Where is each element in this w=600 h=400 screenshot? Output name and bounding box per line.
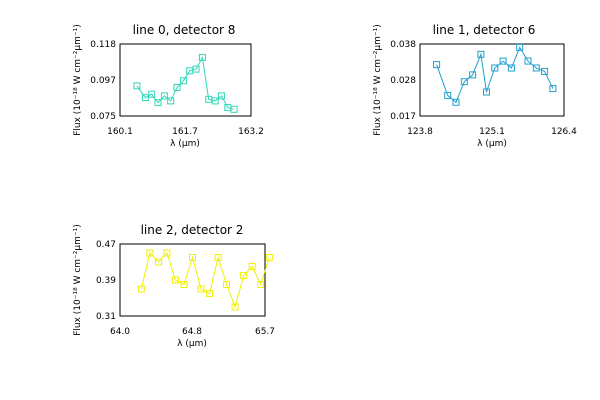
panel-0-ytick-2: 0.118 — [90, 40, 116, 50]
panel-0-data-point — [230, 105, 238, 113]
panel-1-data-point — [524, 57, 532, 65]
panel-2-data-point — [223, 281, 231, 288]
panel-2-data-point — [248, 263, 256, 270]
panel-0-data-point — [211, 97, 219, 105]
panel-1-data-point — [499, 57, 507, 65]
panel-1-data-point — [469, 71, 477, 79]
panel-2-data-point — [197, 285, 205, 293]
panel-0-data-point — [173, 84, 181, 91]
panel-2-title: line 2, detector 2 — [141, 223, 244, 237]
panel-0-data-point — [198, 53, 206, 61]
panel-1-data-point — [483, 88, 490, 96]
panel-2-data-point — [146, 249, 154, 257]
panel-1-data-point — [516, 43, 524, 51]
panel-2-plot-frame — [119, 243, 266, 317]
panel-1-xtick-0: 123.8 — [407, 127, 433, 137]
panel-0-xtick-2: 163.2 — [238, 127, 264, 137]
panel-0-data-point — [167, 97, 175, 105]
panel-2-xlabel: λ (μm) — [177, 339, 207, 349]
panel-2-ytick-1: 0.39 — [96, 276, 116, 286]
panel-1-xtick-2: 126.4 — [551, 127, 577, 137]
panel-2-series-line — [140, 251, 270, 309]
panel-1-ytick-1: 0.028 — [390, 76, 416, 86]
panel-0-data-point — [179, 77, 187, 85]
panel-1-xtick-1: 125.1 — [479, 127, 505, 137]
panel-2-data-point — [206, 290, 214, 297]
panel-0-ylabel: Flux (10⁻¹⁸ W cm⁻²μm⁻¹) — [73, 24, 83, 136]
panel-1-data-point — [491, 64, 499, 72]
panel-1-data-point — [433, 61, 441, 69]
panel-2-data-point — [171, 276, 179, 284]
panel-0-data-point — [217, 92, 225, 100]
panel-1-ytick-2: 0.038 — [390, 40, 416, 50]
panel-0-data-point — [192, 65, 200, 73]
panel-0-ytick-1: 0.097 — [90, 76, 116, 86]
panel-2-data-point — [265, 254, 273, 261]
panel-1: line 1, detector 6 123.8 125.1 126.4 0.0… — [373, 23, 577, 149]
panel-0-ytick-0: 0.075 — [90, 112, 116, 122]
panel-2-data-point — [231, 303, 239, 311]
panel-1-data-point — [460, 78, 468, 86]
panel-1-data-point — [541, 67, 549, 75]
panel-1-title: line 1, detector 6 — [433, 23, 536, 37]
panel-1-plot-frame — [419, 43, 565, 117]
panel-1-data-point — [452, 98, 460, 106]
panel-2-data-point — [257, 281, 265, 288]
panel-0-data-point — [154, 99, 162, 107]
panel-2-xtick-2: 65.7 — [255, 327, 275, 337]
panel-0-xtick-0: 160.1 — [107, 127, 133, 137]
panel-2-ytick-2: 0.47 — [96, 240, 116, 250]
panel-0-data-point — [148, 90, 156, 98]
panel-2-data-point — [214, 254, 222, 261]
panel-1-xlabel: λ (μm) — [477, 139, 507, 149]
panel-1-series-line — [436, 46, 554, 104]
panel-0-xlabel: λ (μm) — [170, 139, 200, 149]
panel-1-data-point — [532, 64, 540, 72]
panel-2-data-point — [163, 249, 171, 257]
panel-1-data-point — [477, 50, 485, 58]
panel-1-data-point — [507, 64, 515, 72]
panel-1-ylabel: Flux (10⁻¹⁸ W cm⁻²μm⁻¹) — [373, 24, 383, 136]
panel-2-data-point — [137, 285, 145, 293]
panel-0: line 0, detector 8 160.1 161.7 163.2 0.0… — [73, 23, 264, 149]
panel-1-ytick-0: 0.017 — [390, 112, 416, 122]
panel-0-plot-frame — [119, 43, 252, 117]
panel-0-data-point — [133, 82, 141, 90]
panel-2-ylabel: Flux (10⁻¹⁸ W cm⁻²μm⁻¹) — [73, 224, 83, 336]
panel-2-data-point — [240, 272, 248, 279]
panel-2: line 2, detector 2 64.0 64.8 65.7 0.31 0… — [73, 223, 275, 349]
panel-2-data-point — [189, 254, 196, 261]
panel-1-data-point — [444, 91, 452, 99]
panel-1-data-point — [549, 85, 557, 93]
panel-2-data-point — [154, 258, 162, 266]
panel-0-title: line 0, detector 8 — [133, 23, 236, 37]
panel-0-data-point — [160, 92, 168, 100]
panel-2-xtick-0: 64.0 — [110, 327, 130, 337]
panel-2-data-point — [180, 281, 188, 288]
panel-0-xtick-1: 161.7 — [172, 127, 198, 137]
panel-2-ytick-0: 0.31 — [96, 312, 116, 322]
panel-2-xtick-1: 64.8 — [182, 327, 202, 337]
